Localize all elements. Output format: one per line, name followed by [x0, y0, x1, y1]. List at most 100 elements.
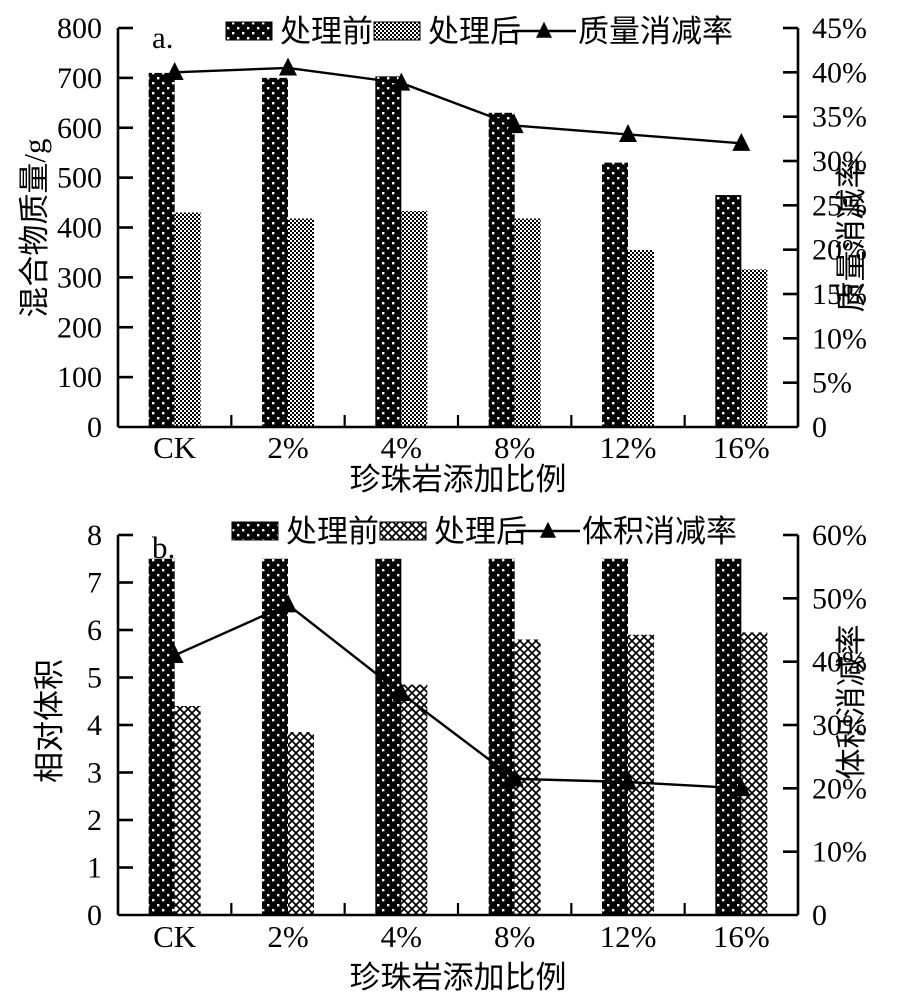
- y-left-tick: 500: [57, 162, 102, 195]
- legend-label-line: 质量消减率: [578, 14, 733, 49]
- legend-line-marker: [536, 21, 552, 38]
- legend-swatch-before: [231, 521, 279, 541]
- x-tick: CK: [153, 430, 197, 465]
- y-left-tick: 700: [57, 62, 102, 95]
- chart-a-svg: 0 100 200 300 400 500 600 700 800 0 5% 10% 15% 20% 25%…: [17, 12, 869, 497]
- panel-label: b.: [152, 530, 175, 565]
- x-tick: 12%: [600, 430, 657, 465]
- y-right-tick: 20%: [812, 234, 867, 267]
- y-left-tick: 0: [87, 411, 102, 444]
- bar-after-4%: [401, 211, 428, 427]
- y-right-tick: 40%: [812, 646, 867, 679]
- y-right-tick: 15%: [812, 278, 867, 311]
- y-left-tick: 2: [87, 804, 102, 837]
- y-right-tick: 5%: [812, 367, 852, 400]
- reduction-rate-line: [165, 57, 751, 151]
- y-left-tick: 800: [57, 12, 102, 45]
- y-right-tick: 10%: [812, 322, 867, 355]
- x-tick: 12%: [600, 919, 657, 954]
- line-marker-2%: [279, 57, 297, 76]
- bar-after-2%: [288, 732, 314, 915]
- bar-before-4%: [375, 76, 402, 427]
- bar-before-8%: [488, 558, 515, 915]
- x-tick: 8%: [494, 919, 535, 954]
- bar-before-2%: [262, 558, 288, 915]
- bar-after-4%: [401, 684, 428, 915]
- bar-before-4%: [375, 558, 402, 915]
- line-path: [174, 603, 742, 790]
- legend: 处理前 处理后 体积消减率: [231, 514, 737, 549]
- y-left-tick: 3: [87, 757, 102, 790]
- y-left-tick: 4: [87, 709, 102, 742]
- bar-after-2%: [288, 218, 314, 427]
- y-left-tick: 6: [87, 614, 102, 647]
- bar-before-CK: [148, 558, 175, 915]
- x-tick: 4%: [381, 430, 422, 465]
- y-left-tick: 400: [57, 212, 102, 245]
- y-right-tick: 40%: [812, 56, 867, 89]
- line-marker-8%: [505, 115, 524, 134]
- panel-label: a.: [152, 20, 174, 55]
- y-right-tick: 30%: [812, 709, 867, 742]
- y-left-tick: 200: [57, 311, 102, 344]
- legend-label-after: 处理后: [434, 514, 527, 549]
- y-right-tick: 45%: [812, 12, 867, 45]
- y-left-tick: 100: [57, 361, 102, 394]
- line-marker-8%: [505, 768, 524, 787]
- x-axis-title: 珍珠岩添加比例: [350, 960, 567, 995]
- y-right-tick: 20%: [812, 772, 867, 805]
- line-marker-4%: [392, 682, 411, 701]
- x-tick: 8%: [494, 430, 535, 465]
- line-marker-2%: [279, 594, 297, 613]
- bar-before-12%: [602, 162, 628, 427]
- line-marker-16%: [732, 132, 751, 151]
- bar-series: [148, 72, 768, 427]
- line-marker-4%: [392, 72, 411, 91]
- legend-swatch-before: [225, 21, 273, 41]
- y-left-tick: 300: [57, 261, 102, 294]
- y-right-tick: 10%: [812, 836, 867, 869]
- bar-after-16%: [741, 632, 768, 915]
- y-right-axis-title: 体积消减率: [834, 625, 869, 780]
- x-tick: 16%: [713, 919, 770, 954]
- x-tick: 2%: [267, 430, 308, 465]
- legend-label-before: 处理前: [280, 14, 373, 49]
- y-left-axis-title: 混合物质量/g: [17, 138, 52, 317]
- y-left-tick: 1: [87, 852, 102, 885]
- y-right-tick: 35%: [812, 101, 867, 134]
- chart-panel-b: 0 1 2 3 4 5 6 7 8 0 10% 20% 30% 40% 50% 60% CK 2% 4% 8% 12% 1…: [0, 497, 900, 1005]
- line-marker-12%: [619, 124, 637, 143]
- y-right-tick: 50%: [812, 582, 867, 615]
- bar-before-16%: [715, 558, 742, 915]
- legend-label-before: 处理前: [286, 514, 379, 549]
- bar-before-CK: [148, 72, 175, 427]
- bar-series: [148, 558, 768, 915]
- bar-before-16%: [715, 195, 742, 427]
- chart-b-svg: 0 1 2 3 4 5 6 7 8 0 10% 20% 30% 40% 50% 60% CK 2% 4% 8% 12% 1…: [32, 514, 869, 995]
- x-tick: CK: [153, 919, 197, 954]
- line-marker-12%: [619, 771, 637, 790]
- line-marker-CK: [165, 61, 184, 80]
- legend-label-line: 体积消减率: [582, 514, 737, 549]
- axes: [116, 533, 800, 917]
- bar-after-12%: [628, 634, 654, 915]
- legend-swatch-after: [379, 521, 427, 541]
- y-right-tick: 30%: [812, 145, 867, 178]
- line-marker-CK: [165, 644, 184, 663]
- x-tick: 16%: [713, 430, 770, 465]
- bar-after-CK: [174, 212, 201, 427]
- y-left-tick: 5: [87, 662, 102, 695]
- line-marker-16%: [732, 777, 751, 796]
- tick-labels: 0 1 2 3 4 5 6 7 8 0 10% 20% 30% 40% 50% 60% CK 2% 4% 8% 12% 1…: [87, 519, 867, 954]
- bar-before-8%: [488, 112, 515, 427]
- legend-line-marker: [540, 521, 556, 538]
- y-left-tick: 0: [87, 899, 102, 932]
- bar-after-8%: [514, 218, 541, 427]
- chart-panel-a: 0 100 200 300 400 500 600 700 800 0 5% 10% 15% 20% 25%…: [0, 0, 900, 497]
- reduction-rate-line: [165, 594, 751, 796]
- x-tick: 2%: [267, 919, 308, 954]
- y-right-tick: 25%: [812, 189, 867, 222]
- legend-swatch-after: [373, 21, 421, 41]
- line-path: [174, 66, 742, 145]
